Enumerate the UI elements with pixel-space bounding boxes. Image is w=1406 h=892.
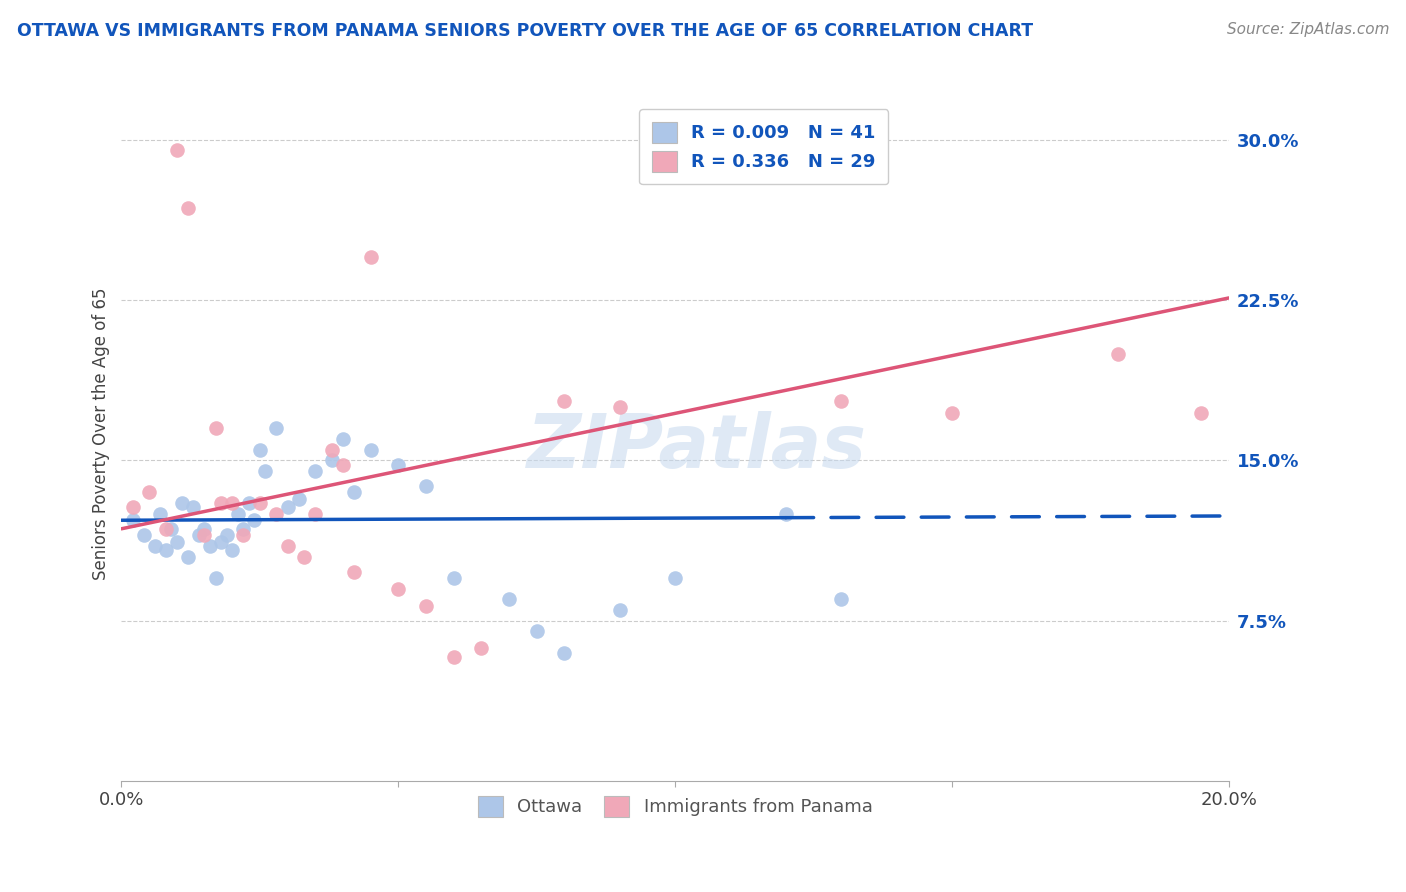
Point	[193, 528, 215, 542]
Point	[172, 496, 194, 510]
Point	[443, 650, 465, 665]
Point	[177, 201, 200, 215]
Point	[360, 442, 382, 457]
Point	[332, 458, 354, 472]
Text: OTTAWA VS IMMIGRANTS FROM PANAMA SENIORS POVERTY OVER THE AGE OF 65 CORRELATION : OTTAWA VS IMMIGRANTS FROM PANAMA SENIORS…	[17, 22, 1033, 40]
Point	[226, 507, 249, 521]
Point	[155, 522, 177, 536]
Point	[470, 641, 492, 656]
Point	[166, 144, 188, 158]
Point	[204, 421, 226, 435]
Point	[198, 539, 221, 553]
Point	[526, 624, 548, 639]
Point	[138, 485, 160, 500]
Point	[387, 582, 409, 596]
Point	[304, 507, 326, 521]
Point	[304, 464, 326, 478]
Point	[277, 539, 299, 553]
Point	[121, 513, 143, 527]
Point	[1107, 346, 1129, 360]
Point	[277, 500, 299, 515]
Point	[155, 543, 177, 558]
Point	[221, 543, 243, 558]
Point	[193, 522, 215, 536]
Point	[149, 507, 172, 521]
Point	[188, 528, 211, 542]
Point	[243, 513, 266, 527]
Point	[609, 603, 631, 617]
Point	[287, 491, 309, 506]
Point	[215, 528, 238, 542]
Point	[177, 549, 200, 564]
Point	[232, 522, 254, 536]
Point	[415, 479, 437, 493]
Point	[166, 534, 188, 549]
Text: Source: ZipAtlas.com: Source: ZipAtlas.com	[1226, 22, 1389, 37]
Point	[553, 646, 575, 660]
Point	[183, 500, 205, 515]
Point	[609, 400, 631, 414]
Point	[775, 507, 797, 521]
Point	[204, 571, 226, 585]
Point	[292, 549, 315, 564]
Y-axis label: Seniors Poverty Over the Age of 65: Seniors Poverty Over the Age of 65	[93, 287, 110, 580]
Point	[160, 522, 183, 536]
Point	[266, 421, 288, 435]
Point	[249, 496, 271, 510]
Point	[321, 442, 343, 457]
Point	[249, 442, 271, 457]
Point	[830, 592, 852, 607]
Point	[941, 406, 963, 420]
Text: ZIPatlas: ZIPatlas	[527, 411, 868, 484]
Point	[830, 393, 852, 408]
Point	[553, 393, 575, 408]
Point	[443, 571, 465, 585]
Point	[221, 496, 243, 510]
Point	[415, 599, 437, 613]
Point	[498, 592, 520, 607]
Legend: Ottawa, Immigrants from Panama: Ottawa, Immigrants from Panama	[471, 789, 880, 824]
Point	[209, 534, 232, 549]
Point	[332, 432, 354, 446]
Point	[209, 496, 232, 510]
Point	[132, 528, 155, 542]
Point	[387, 458, 409, 472]
Point	[121, 500, 143, 515]
Point	[238, 496, 260, 510]
Point	[343, 565, 366, 579]
Point	[143, 539, 166, 553]
Point	[321, 453, 343, 467]
Point	[664, 571, 686, 585]
Point	[343, 485, 366, 500]
Point	[1189, 406, 1212, 420]
Point	[232, 528, 254, 542]
Point	[254, 464, 277, 478]
Point	[266, 507, 288, 521]
Point	[360, 251, 382, 265]
